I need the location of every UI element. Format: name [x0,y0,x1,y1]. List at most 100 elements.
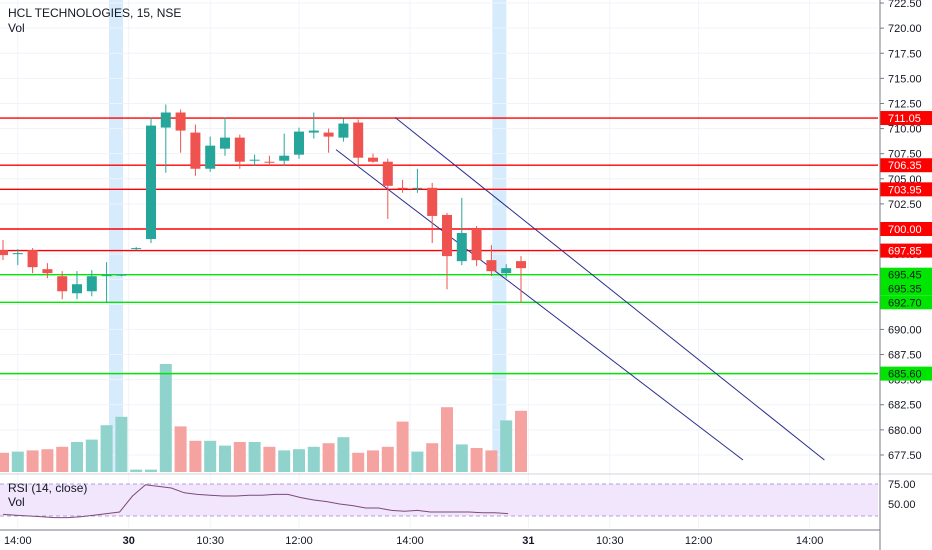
candle-body [442,214,452,257]
time-tick-label: 10:30 [196,535,224,547]
volume-bar [41,449,54,472]
time-tick-label: 14:00 [4,535,32,547]
candle-body [323,132,334,137]
candle-body [116,274,127,276]
rsi-line [2,484,509,519]
price-tick-label: 720.00 [888,23,922,35]
price-tick-label: 680.00 [888,425,922,437]
volume-legend[interactable]: Vol [8,21,25,35]
candle-body [249,159,260,161]
volume-bar [426,443,439,472]
candle-body [471,229,482,261]
candle-body [516,261,526,269]
time-axis[interactable]: 14:00 30 10:30 12:00 14:00 31 10:30 12:00 14:00 [0,529,880,547]
price-tick-label: 712.50 [888,98,922,110]
price-level-label: 703.95 [888,184,922,196]
volume-bar [352,452,365,472]
volume-bar [367,450,379,472]
candle-body [175,112,186,131]
rsi-legend[interactable]: RSI (14, close) [8,481,88,495]
volume-bar [307,446,320,472]
candle-body [101,275,112,277]
price-level-label: 695.45 [888,270,922,282]
rsi-volume-legend[interactable]: Vol [8,495,25,509]
rsi-band [0,484,878,516]
time-tick-label: 12:00 [685,535,713,547]
time-tick-label: 31 [522,535,534,547]
price-tick-label: 715.00 [888,73,922,85]
price-level-label: 706.35 [888,160,922,172]
channel-line[interactable] [394,117,825,461]
price-level-label: 695.35 [888,283,922,295]
volume-bar [337,437,350,472]
candlesticks [0,104,526,303]
price-level-lines[interactable] [0,117,878,375]
candle-body [368,157,378,162]
candle-body [382,161,393,186]
rsi-pane [0,473,932,519]
time-tick-label: 10:30 [596,535,624,547]
volume-bar [248,442,261,472]
candle-body [146,125,156,240]
candle-body [397,187,408,189]
candle-body [12,253,23,255]
price-level-tag [880,267,932,282]
volume-bar [411,451,424,472]
price-level-tag [880,182,932,197]
volume-bar [100,425,113,472]
time-tick-label: 14:00 [396,535,424,547]
candle-body [279,155,290,161]
candle-body [456,233,467,262]
volume-bar [11,451,24,472]
price-tick-label: 710.00 [888,124,922,136]
price-level-label: 697.85 [888,246,922,258]
candle-body [308,130,319,133]
price-axis[interactable]: 722.50 720.00 717.50 715.00 712.50 710.00 707.… [879,0,932,550]
candle-body [0,250,8,256]
volume-bar [470,448,483,472]
candle-body [72,284,82,294]
volume-bar [145,469,157,472]
volume-bar [515,410,527,472]
candle-body [27,250,38,268]
candle-body [294,131,304,155]
candle-body [264,161,275,163]
session-highlight [109,0,123,472]
volume-bar [26,450,39,472]
price-level-tag [880,366,932,381]
price-level-tag [880,243,932,258]
time-tick-label: 12:00 [285,535,313,547]
candle-body [42,269,53,274]
volume-bar [130,469,143,472]
candle-body [190,132,201,169]
volume-bar [500,420,513,472]
volume-bar [381,446,394,472]
volume-bar [0,452,9,472]
price-level-label: 711.05 [888,113,921,125]
volume-bar [396,421,409,472]
price-tick-label: 687.50 [888,350,922,362]
candle-body [86,276,97,292]
volume-bar [455,444,468,472]
price-level-tag [880,111,932,126]
volume-bar [71,442,83,472]
price-tick-label: 702.50 [888,199,922,211]
price-tick-label: 707.50 [888,149,922,161]
trend-channel[interactable] [335,117,825,461]
price-level-tag [880,281,932,296]
rsi-tick-label: 50.00 [888,499,916,511]
volume-bar [485,450,498,472]
volume-bar [441,407,453,472]
price-tick-label: 690.00 [888,324,922,336]
channel-line[interactable] [335,149,744,461]
volume-bar [322,443,335,472]
volume-bar [56,446,69,472]
candle-body [501,268,512,274]
grid-lines [0,0,878,528]
price-level-tag [880,222,932,236]
volume-bar [293,449,305,472]
price-level-label: 700.00 [888,224,922,236]
candle-body [353,122,364,158]
symbol-title[interactable]: HCL TECHNOLOGIES, 15, NSE [8,6,182,20]
